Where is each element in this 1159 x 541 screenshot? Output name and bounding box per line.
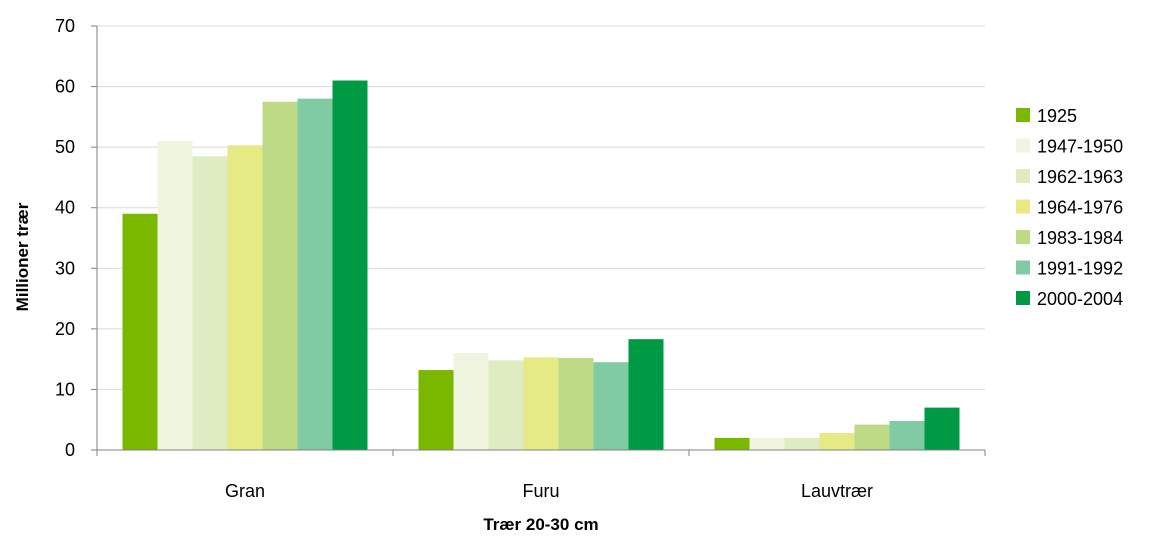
x-category-labels: Gran Furu Lauvtrær	[225, 481, 873, 501]
legend-item: 1983-1984	[1016, 228, 1123, 248]
legend-label: 1991-1992	[1037, 259, 1123, 279]
y-tick-label: 10	[55, 379, 75, 399]
bar-2000-2004-Lauvtrær	[924, 407, 960, 450]
bar-1947-1950-Furu	[453, 353, 489, 450]
x-axis-title: Trær 20-30 cm	[483, 515, 598, 534]
bar-1925-Lauvtrær	[714, 437, 750, 450]
x-category-label: Furu	[522, 481, 559, 501]
bar-1962-1963-Gran	[192, 156, 228, 450]
legend-swatch	[1016, 260, 1030, 275]
y-tick-label: 40	[55, 198, 75, 218]
bar-1991-1992-Lauvtrær	[889, 420, 925, 450]
legend-label: 1983-1984	[1037, 228, 1123, 248]
legend-item: 1964-1976	[1016, 198, 1123, 218]
bar-1962-1963-Furu	[488, 360, 524, 450]
legend-label: 1947-1950	[1037, 137, 1123, 157]
x-category-label: Gran	[225, 481, 265, 501]
bar-1964-1976-Furu	[523, 357, 559, 450]
y-tick-label: 30	[55, 258, 75, 278]
bar-1964-1976-Gran	[227, 145, 263, 450]
bar-1947-1950-Lauvtrær	[749, 437, 785, 450]
legend-item: 1947-1950	[1016, 137, 1123, 157]
bar-2000-2004-Furu	[628, 339, 664, 450]
bar-1947-1950-Gran	[157, 141, 193, 451]
legend-item: 2000-2004	[1016, 289, 1123, 309]
bar-1925-Furu	[418, 370, 454, 450]
legend-swatch	[1016, 291, 1030, 305]
legend: 1925 1947-1950 1962-1963 1964-1976 1983-1984…	[1016, 106, 1123, 309]
legend-item: 1991-1992	[1016, 259, 1123, 279]
bar-1983-1984-Gran	[262, 101, 298, 450]
bar-2000-2004-Gran	[332, 80, 368, 450]
axes	[91, 25, 986, 456]
bar-1991-1992-Gran	[297, 98, 333, 450]
bar-1962-1963-Lauvtrær	[784, 437, 820, 450]
bar-1983-1984-Lauvtrær	[854, 424, 890, 450]
legend-label: 2000-2004	[1037, 289, 1123, 309]
legend-swatch	[1016, 230, 1030, 244]
y-tick-label: 70	[55, 16, 75, 36]
y-tick-label: 20	[55, 319, 75, 339]
bar-1991-1992-Furu	[593, 362, 629, 450]
legend-swatch	[1016, 199, 1030, 214]
legend-swatch	[1016, 138, 1030, 153]
bar-1964-1976-Lauvtrær	[819, 433, 855, 450]
bar-1925-Gran	[122, 213, 158, 450]
x-category-label: Lauvtrær	[801, 481, 873, 501]
legend-label: 1964-1976	[1037, 198, 1123, 218]
legend-item: 1925	[1016, 106, 1077, 126]
legend-swatch	[1016, 169, 1030, 183]
legend-item: 1962-1963	[1016, 167, 1123, 187]
legend-label: 1925	[1037, 106, 1077, 126]
y-tick-label: 50	[55, 137, 75, 157]
bars	[122, 80, 960, 451]
y-tick-labels: 0 10 20 30 40 50 60 70	[55, 16, 75, 460]
y-tick-label: 0	[65, 440, 75, 460]
y-tick-label: 60	[55, 77, 75, 97]
legend-swatch	[1016, 108, 1030, 122]
bar-1983-1984-Furu	[558, 357, 594, 450]
y-axis-title: Millioner trær	[13, 202, 32, 311]
legend-label: 1962-1963	[1037, 167, 1123, 187]
